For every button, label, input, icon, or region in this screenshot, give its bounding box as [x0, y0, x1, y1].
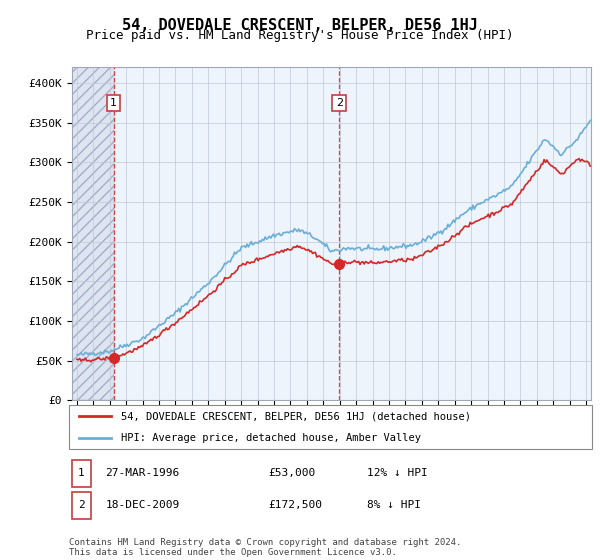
Bar — [113, 67, 594, 400]
Text: 2: 2 — [78, 500, 85, 510]
Text: £53,000: £53,000 — [268, 468, 315, 478]
Text: 54, DOVEDALE CRESCENT, BELPER, DE56 1HJ (detached house): 54, DOVEDALE CRESCENT, BELPER, DE56 1HJ … — [121, 412, 472, 421]
Text: 1: 1 — [110, 98, 117, 108]
Text: Price paid vs. HM Land Registry's House Price Index (HPI): Price paid vs. HM Land Registry's House … — [86, 29, 514, 42]
Text: HPI: Average price, detached house, Amber Valley: HPI: Average price, detached house, Ambe… — [121, 433, 421, 443]
FancyBboxPatch shape — [69, 405, 592, 449]
Text: 12% ↓ HPI: 12% ↓ HPI — [367, 468, 428, 478]
Text: 2: 2 — [335, 98, 343, 108]
Text: 54, DOVEDALE CRESCENT, BELPER, DE56 1HJ: 54, DOVEDALE CRESCENT, BELPER, DE56 1HJ — [122, 18, 478, 33]
Text: 1: 1 — [78, 468, 85, 478]
Text: Contains HM Land Registry data © Crown copyright and database right 2024.
This d: Contains HM Land Registry data © Crown c… — [69, 538, 461, 557]
FancyBboxPatch shape — [71, 492, 91, 519]
Bar — [69, 67, 113, 400]
FancyBboxPatch shape — [71, 460, 91, 487]
Text: £172,500: £172,500 — [268, 500, 322, 510]
Text: 18-DEC-2009: 18-DEC-2009 — [106, 500, 180, 510]
Text: 27-MAR-1996: 27-MAR-1996 — [106, 468, 180, 478]
Bar — [69, 67, 113, 400]
Text: 8% ↓ HPI: 8% ↓ HPI — [367, 500, 421, 510]
